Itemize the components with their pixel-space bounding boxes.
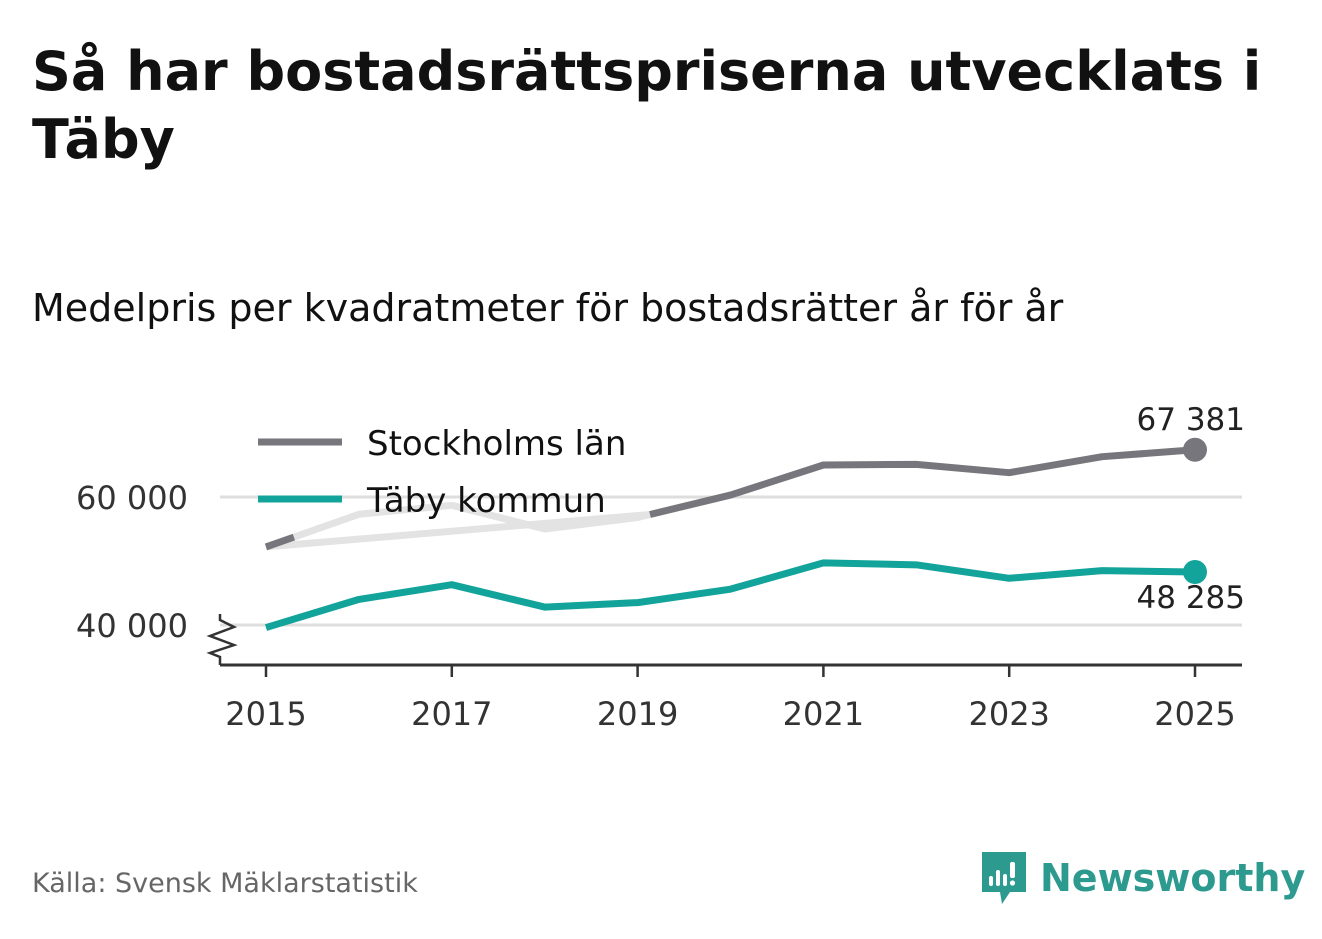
chart-title: Så har bostadsrättspriserna utvecklats i… [32, 40, 1262, 171]
series-line-taby [264, 559, 1196, 631]
line-chart: 40 000 60 000 2015 2017 2019 2021 2023 2025 St… [76, 402, 1245, 733]
brand-logo: Newsworthy [980, 848, 1305, 908]
end-value-label-taby: 48 285 [1137, 580, 1245, 616]
x-tick-label: 2019 [597, 695, 678, 733]
data-labels: 67 381 48 285 [1137, 402, 1245, 616]
legend-label-taby: Täby kommun [366, 481, 606, 521]
series-line-stockholm-faded [264, 501, 651, 551]
end-point-stockholm [1183, 437, 1207, 462]
brand-name: Newsworthy [1040, 856, 1306, 900]
series-line-stockholm-start [264, 533, 296, 551]
x-tick-label: 2015 [225, 695, 306, 733]
x-tick-label: 2021 [783, 695, 864, 733]
end-point-taby [1183, 559, 1207, 584]
chart-subtitle: Medelpris per kvadratmeter för bostadsrä… [32, 286, 1064, 330]
end-value-label-stockholm: 67 381 [1137, 402, 1245, 438]
y-tick-label: 60 000 [76, 479, 188, 517]
x-tick-label: 2023 [968, 695, 1049, 733]
x-axis: 2015 2017 2019 2021 2023 2025 [206, 614, 1242, 733]
legend: Stockholms län Täby kommun [258, 424, 626, 521]
series-line-stockholm [649, 446, 1196, 518]
legend-label-stockholm: Stockholms län [367, 424, 626, 464]
series-line-faded [265, 511, 651, 551]
x-tick-label: 2025 [1154, 695, 1235, 733]
series-lines [264, 437, 1207, 631]
y-tick-label: 40 000 [76, 607, 188, 645]
source-note: Källa: Svensk Mäklarstatistik [32, 868, 418, 899]
x-tick-label: 2017 [411, 695, 492, 733]
axis-break-icon [206, 614, 238, 665]
newsworthy-logo-icon [982, 852, 1026, 904]
